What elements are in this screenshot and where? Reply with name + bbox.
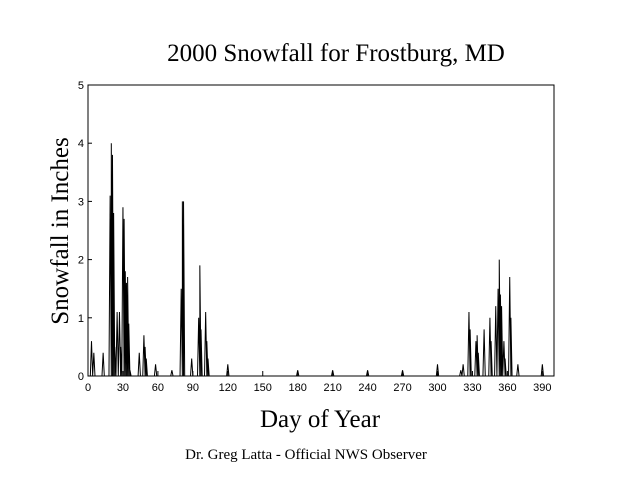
x-tick-label: 210 — [323, 382, 341, 394]
x-tick-label: 360 — [498, 382, 516, 394]
y-axis-ticks: 0 1 2 3 4 5 — [78, 80, 92, 383]
x-axis-ticks: 0 30 60 90 120 150 180 210 240 270 300 330 360 390 — [85, 371, 552, 394]
x-tick-label: 120 — [219, 382, 237, 394]
y-tick-label: 4 — [78, 138, 84, 150]
chart-title: 2000 Snowfall for Frostburg, MD — [167, 40, 505, 67]
x-tick-label: 300 — [428, 382, 446, 394]
y-tick-label: 5 — [78, 80, 84, 92]
x-tick-label: 90 — [187, 382, 199, 394]
y-tick-label: 0 — [78, 371, 84, 383]
x-tick-label: 390 — [533, 382, 551, 394]
snowfall-line — [88, 143, 554, 377]
x-tick-label: 30 — [117, 382, 129, 394]
credit-text: Dr. Greg Latta - Official NWS Observer — [185, 447, 427, 463]
x-tick-label: 330 — [463, 382, 481, 394]
x-tick-label: 270 — [393, 382, 411, 394]
y-tick-label: 2 — [78, 255, 84, 267]
x-axis-label: Day of Year — [260, 406, 381, 433]
y-tick-label: 1 — [78, 313, 84, 325]
y-axis-label: Snowfall in Inches — [47, 137, 74, 324]
y-tick-label: 3 — [78, 196, 84, 208]
x-tick-label: 0 — [85, 382, 91, 394]
snowfall-series — [88, 143, 554, 377]
x-tick-label: 60 — [152, 382, 164, 394]
x-tick-label: 180 — [289, 382, 307, 394]
x-tick-label: 240 — [358, 382, 376, 394]
plot-area — [87, 84, 555, 377]
x-tick-label: 150 — [254, 382, 272, 394]
